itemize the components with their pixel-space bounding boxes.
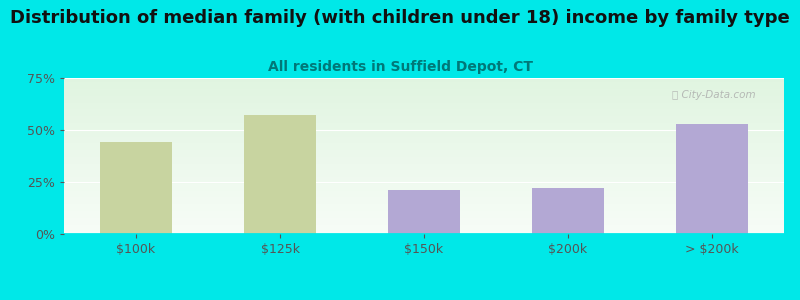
Bar: [388, 190, 460, 234]
Bar: [100, 142, 172, 234]
Text: All residents in Suffield Depot, CT: All residents in Suffield Depot, CT: [267, 60, 533, 74]
Text: Distribution of median family (with children under 18) income by family type: Distribution of median family (with chil…: [10, 9, 790, 27]
Bar: [532, 188, 604, 234]
Bar: [676, 124, 748, 234]
Text: ⓘ City-Data.com: ⓘ City-Data.com: [671, 91, 755, 100]
Bar: [244, 116, 316, 234]
